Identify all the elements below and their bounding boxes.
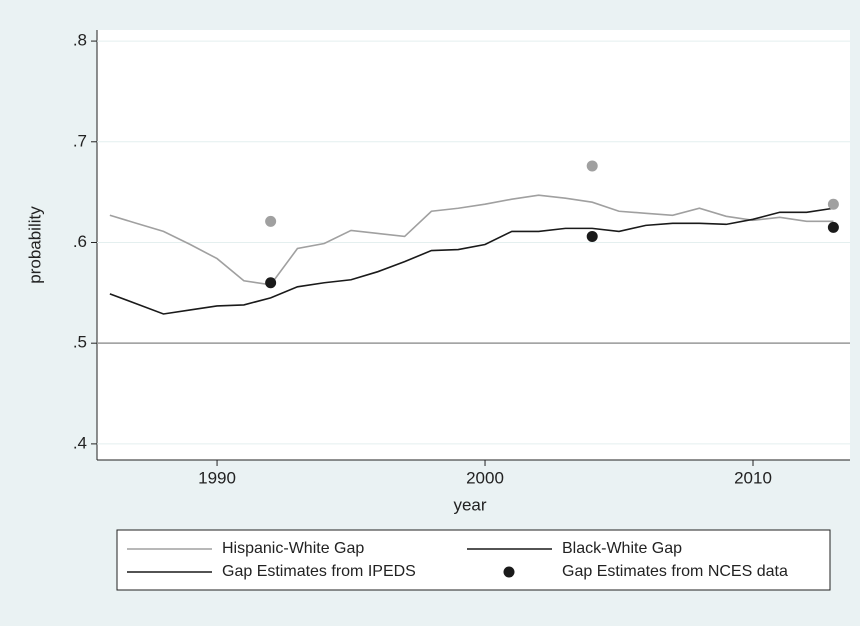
data-point (827, 198, 839, 210)
series-line (109, 194, 834, 286)
y-tick-label: .4 (73, 433, 87, 452)
y-tick-label: .7 (73, 131, 87, 150)
x-axis-title: year (453, 495, 486, 514)
y-tick-label: .8 (73, 31, 87, 50)
legend-label: Black-White Gap (562, 540, 682, 557)
legend-label: Gap Estimates from IPEDS (222, 563, 416, 580)
data-point (265, 215, 277, 227)
data-point (827, 221, 839, 233)
x-tick-label: 2000 (466, 468, 504, 487)
legend-label: Gap Estimates from NCES data (562, 563, 788, 580)
legend-key (503, 566, 515, 578)
y-tick-label: .6 (73, 232, 87, 251)
series-line (109, 207, 834, 315)
data-point (586, 230, 598, 242)
data-point (265, 277, 277, 289)
data-point (586, 160, 598, 172)
y-tick-label: .5 (73, 333, 87, 352)
y-axis-title: probability (25, 206, 44, 284)
legend (116, 529, 831, 591)
legend-label: Hispanic-White Gap (222, 540, 364, 557)
x-tick-label: 2010 (734, 468, 772, 487)
plot-area (97, 30, 850, 460)
x-tick-label: 1990 (198, 468, 236, 487)
